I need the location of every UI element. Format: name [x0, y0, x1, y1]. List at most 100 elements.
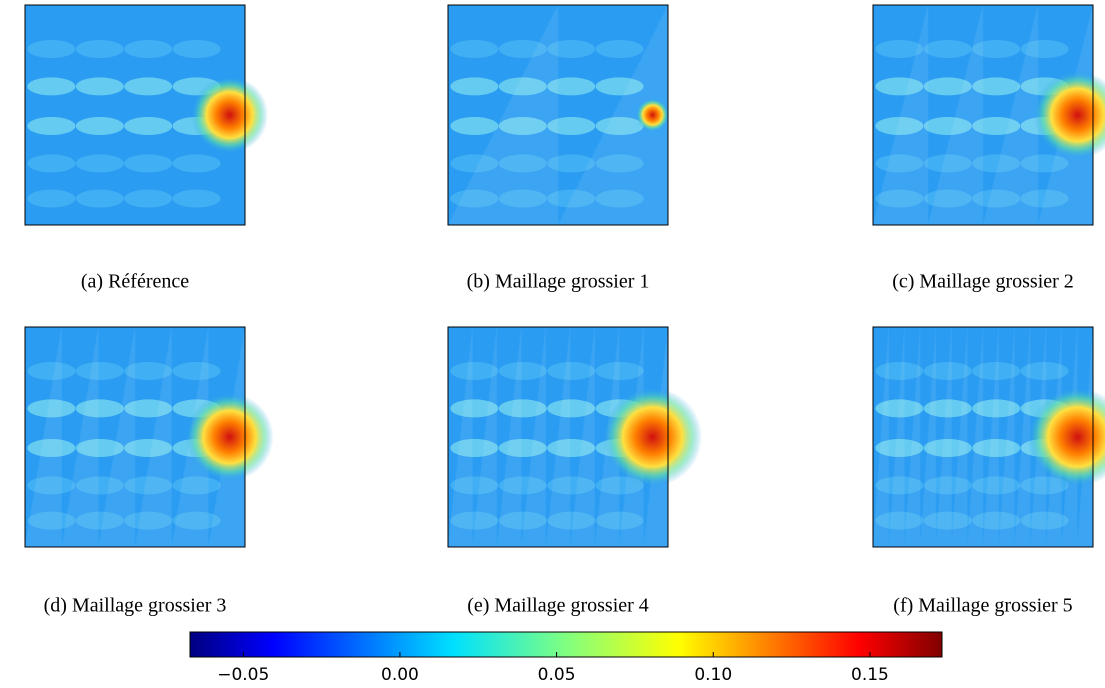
contour-blob	[172, 511, 221, 530]
contour-blob	[547, 40, 596, 58]
contour-blob	[124, 154, 173, 173]
contour-blob	[27, 154, 76, 173]
contour-blob	[595, 77, 644, 96]
panel: (d) Maillage grossier 3	[24, 326, 274, 617]
contour-blob	[124, 511, 173, 530]
contour-blob	[450, 362, 499, 380]
contour-blob	[27, 439, 76, 457]
contour-blob	[498, 189, 547, 208]
colorbar-tick-label: 0.05	[538, 665, 576, 685]
contour-blob	[75, 439, 124, 457]
panel-frame	[872, 4, 1094, 226]
contour-blob	[75, 154, 124, 173]
panel-caption: (e) Maillage grossier 4	[467, 595, 649, 617]
contour-blob	[1020, 511, 1069, 530]
contour-blob	[75, 476, 124, 495]
contour-blob	[972, 362, 1021, 380]
panel-frame	[24, 4, 246, 226]
contour-blob	[923, 77, 972, 96]
contour-blob	[1020, 40, 1069, 58]
contour-blob	[547, 117, 596, 135]
contour-blob	[124, 189, 173, 208]
contour-blob	[547, 511, 596, 530]
contour-blob	[27, 476, 76, 495]
panel: (e) Maillage grossier 4	[447, 326, 703, 617]
panel: (f) Maillage grossier 5	[872, 326, 1105, 617]
contour-blob	[547, 399, 596, 418]
contour-blob	[450, 476, 499, 495]
contour-blob	[450, 77, 499, 96]
contour-blob	[972, 189, 1021, 208]
contour-blob	[972, 439, 1021, 457]
contour-blob	[923, 117, 972, 135]
contour-blob	[547, 476, 596, 495]
contour-blob	[972, 476, 1021, 495]
hot-spot	[1033, 71, 1105, 159]
contour-blob	[875, 399, 924, 418]
contour-blob	[547, 362, 596, 380]
contour-blob	[1020, 154, 1069, 173]
contour-blob	[124, 40, 173, 58]
contour-blob	[498, 154, 547, 173]
contour-blob	[923, 476, 972, 495]
contour-blob	[875, 117, 924, 135]
contour-blob	[75, 189, 124, 208]
contour-blob	[547, 189, 596, 208]
contour-blob	[498, 117, 547, 135]
contour-blob	[923, 511, 972, 530]
contour-blob	[972, 399, 1021, 418]
panel-frame	[872, 326, 1094, 548]
contour-blob	[972, 40, 1021, 58]
contour-blob	[124, 117, 173, 135]
contour-blob	[498, 77, 547, 96]
contour-blob	[27, 40, 76, 58]
contour-blob	[923, 362, 972, 380]
hot-spot	[185, 393, 274, 481]
contour-blob	[75, 511, 124, 530]
contour-blob	[450, 117, 499, 135]
panel-caption: (f) Maillage grossier 5	[893, 595, 1072, 617]
colorbar-tick-label: 0.15	[851, 665, 889, 685]
contour-blob	[75, 77, 124, 96]
contour-blob	[498, 399, 547, 418]
panel-caption: (a) Référence	[81, 271, 189, 293]
contour-blob	[595, 117, 644, 135]
contour-blob	[547, 154, 596, 173]
contour-blob	[450, 40, 499, 58]
contour-blob	[498, 511, 547, 530]
contour-blob	[875, 439, 924, 457]
contour-blob	[595, 362, 644, 380]
hot-spot	[1028, 387, 1105, 487]
hot-spot	[603, 387, 703, 487]
contour-blob	[27, 511, 76, 530]
contour-blob	[75, 117, 124, 135]
contour-blob	[972, 77, 1021, 96]
panel-caption: (b) Maillage grossier 1	[467, 271, 650, 293]
contour-blob	[124, 399, 173, 418]
contour-blob	[923, 189, 972, 208]
contour-blob	[875, 476, 924, 495]
panel-frame	[447, 326, 669, 548]
contour-blob	[923, 399, 972, 418]
contour-blob	[1020, 189, 1069, 208]
contour-blob	[875, 77, 924, 96]
contour-blob	[450, 154, 499, 173]
contour-blob	[595, 40, 644, 58]
contour-blob	[172, 154, 221, 173]
contour-blob	[498, 439, 547, 457]
hot-spot	[191, 76, 269, 154]
contour-blob	[1020, 362, 1069, 380]
panel: (b) Maillage grossier 1	[447, 4, 670, 293]
contour-blob	[875, 511, 924, 530]
contour-blob	[450, 511, 499, 530]
contour-blob	[923, 40, 972, 58]
contour-blob	[172, 362, 221, 380]
panel-frame	[447, 4, 669, 226]
contour-blob	[547, 77, 596, 96]
contour-blob	[27, 77, 76, 96]
panel-caption: (d) Maillage grossier 3	[44, 595, 227, 617]
contour-blob	[450, 189, 499, 208]
contour-blob	[498, 362, 547, 380]
contour-blob	[172, 476, 221, 495]
contour-blob	[875, 40, 924, 58]
